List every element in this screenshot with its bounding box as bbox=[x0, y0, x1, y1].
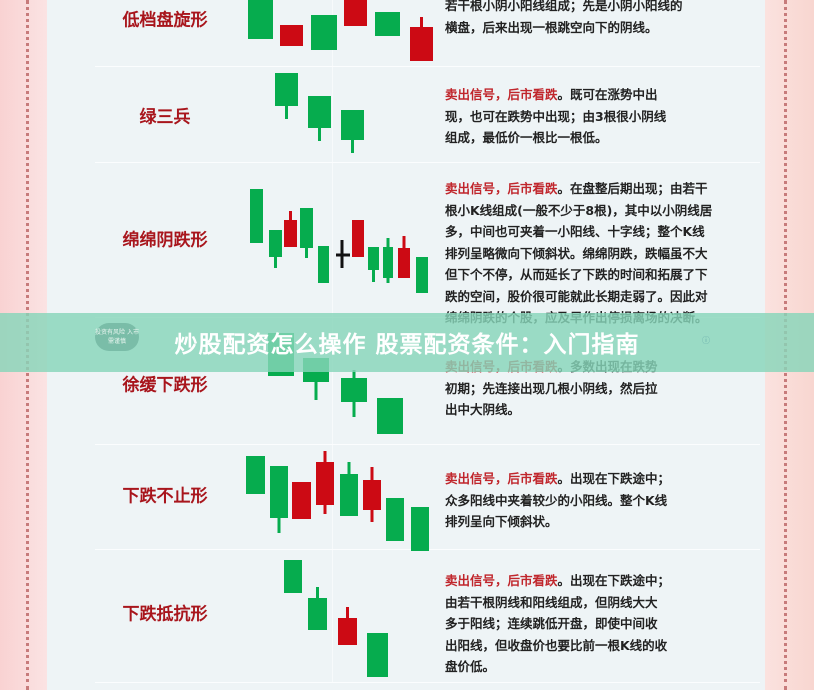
bullish-candle bbox=[284, 220, 297, 247]
pattern-name: 下跌不止形 bbox=[122, 486, 208, 507]
bearish-candle bbox=[341, 110, 364, 140]
column-divider bbox=[332, 550, 333, 682]
column-divider bbox=[332, 163, 333, 317]
description-line: 横盘，后来出现一根跳空向下的阴线。 bbox=[445, 19, 658, 35]
pattern-description: 卖出信号，后市看跌。出现在下跌途中； 众多阳线中夹着较少的小阳线。整个K线 排列呈向… bbox=[445, 468, 735, 533]
description-line: 。出现在下跌途中； bbox=[557, 471, 671, 486]
signal-text: 卖出信号，后市看跌 bbox=[445, 181, 558, 196]
bearish-candle bbox=[308, 96, 331, 128]
pattern-row: 下跌抵抗形 卖出信号，后市看跌。出现在下跌途中； 由若干根阴线和阳线组成，但阴线大大… bbox=[95, 550, 760, 683]
description-line: 出中大阴线。 bbox=[445, 402, 521, 417]
signal-text: 卖出信号，后市看跌 bbox=[445, 471, 558, 486]
bearish-candle bbox=[377, 398, 403, 434]
bearish-candle bbox=[411, 507, 429, 551]
title-banner: 投资有风险 入市需谨慎 炒股配资怎么操作 股票配资条件：入门指南 ⓘ bbox=[0, 313, 814, 372]
description-line: 众多阳线中夹着较少的小阳线。整个K线 bbox=[445, 492, 668, 508]
risk-badge: 投资有风险 入市需谨慎 bbox=[95, 323, 139, 351]
description-line: 若干根小阴小阳线组成；先是小阴小阳线的 bbox=[445, 0, 683, 13]
bearish-candle bbox=[246, 456, 265, 494]
bearish-candle bbox=[300, 208, 313, 248]
bullish-candle bbox=[398, 248, 410, 278]
pattern-row: 低档盘旋形 若干根小阴小阳线组成；先是小阴小阳线的 横盘，后来出现一根跳空向下的阴线… bbox=[95, 0, 760, 67]
description-line: 初期；先连接出现几根小阴线，然后拉 bbox=[445, 380, 658, 396]
bearish-candle bbox=[375, 12, 400, 36]
pattern-name: 绿三兵 bbox=[139, 107, 191, 128]
bearish-candle bbox=[308, 598, 327, 630]
bearish-candle bbox=[275, 73, 298, 106]
description-line: 排列呈向下倾斜状。 bbox=[445, 514, 558, 529]
description-line: 多于阳线；连续跳低开盘，即使中间收 bbox=[445, 616, 658, 631]
pattern-name: 低档盘旋形 bbox=[122, 10, 208, 31]
pattern-name: 下跌抵抗形 bbox=[122, 604, 208, 625]
signal-text: 卖出信号，后市看跌 bbox=[445, 87, 558, 102]
description-line: 根小K线组成(一般不少于8根)，其中以小阴线居 bbox=[445, 202, 713, 218]
description-line: 。在盘整后期出现；由若干 bbox=[557, 181, 708, 196]
bearish-candle bbox=[367, 633, 388, 677]
bearish-candle bbox=[250, 189, 263, 243]
pattern-description: 卖出信号，后市看跌。既可在涨势中出现，也可在跌势中出现；由3根很小阴线 组成，最低… bbox=[445, 84, 735, 149]
bearish-candle bbox=[269, 230, 282, 257]
bearish-candle bbox=[340, 474, 358, 516]
bearish-candle bbox=[383, 247, 393, 278]
pattern-description: 若干根小阴小阳线组成；先是小阴小阳线的 横盘，后来出现一根跳空向下的阴线。 bbox=[445, 0, 735, 38]
banner-title: 炒股配资怎么操作 股票配资条件：入门指南 bbox=[174, 332, 640, 358]
pattern-row: 绿三兵 卖出信号，后市看跌。既可在涨势中出现，也可在跌势中出现；由3根很小阴线 组成… bbox=[95, 67, 760, 163]
bullish-candle bbox=[280, 25, 303, 46]
signal-text: 卖出信号，后市看跌 bbox=[445, 573, 558, 588]
description-line: 跌的空间，股价很可能就此长期走弱了。因此对 bbox=[445, 288, 708, 304]
description-line: 排列呈略微向下倾斜状。绵绵阴跌，跌幅虽不大 bbox=[445, 245, 708, 261]
info-icon[interactable]: ⓘ bbox=[702, 336, 710, 345]
description-line: 出阳线，但收盘价也要比前一根K线的收 bbox=[445, 637, 668, 653]
bearish-candle bbox=[248, 0, 273, 39]
bearish-candle bbox=[386, 498, 404, 541]
bearish-candle bbox=[318, 246, 329, 283]
bullish-candle bbox=[410, 27, 433, 61]
description-line: 组成，最低价一根比一根低。 bbox=[445, 130, 608, 145]
pattern-name: 绵绵阴跌形 bbox=[122, 230, 208, 251]
column-divider bbox=[332, 67, 333, 162]
description-line: 。出现在下跌途中； bbox=[557, 573, 671, 588]
bullish-candle bbox=[352, 220, 364, 257]
bullish-candle bbox=[316, 462, 334, 505]
pattern-name: 徐缓下跌形 bbox=[122, 375, 208, 396]
bearish-candle bbox=[416, 257, 428, 293]
bearish-candle bbox=[368, 247, 379, 270]
bearish-candle bbox=[270, 466, 288, 518]
bullish-candle bbox=[363, 480, 381, 510]
description-line: 盘价低。 bbox=[445, 659, 496, 674]
pattern-description: 卖出信号，后市看跌。出现在下跌途中； 由若干根阴线和阳线组成，但阴线大大 多于阳线；… bbox=[445, 570, 735, 678]
bearish-candle bbox=[341, 378, 367, 402]
column-divider bbox=[332, 318, 333, 444]
bullish-candle bbox=[292, 482, 311, 519]
description-line: 现，也可在跌势中出现；由3根很小阴线 bbox=[445, 108, 667, 124]
bullish-candle bbox=[338, 618, 357, 645]
description-line: 但下个不停，从而延长了下跌的时间和拓展了下 bbox=[445, 267, 708, 282]
description-line: 。既可在涨势中出 bbox=[557, 87, 658, 102]
bearish-candle bbox=[284, 560, 302, 593]
description-line: 多，中间也可夹着一小阳线、十字线；整个K线 bbox=[445, 224, 705, 239]
bearish-candle bbox=[311, 15, 337, 50]
description-line: 由若干根阴线和阳线组成，但阴线大大 bbox=[445, 594, 658, 610]
bullish-candle bbox=[344, 0, 367, 26]
